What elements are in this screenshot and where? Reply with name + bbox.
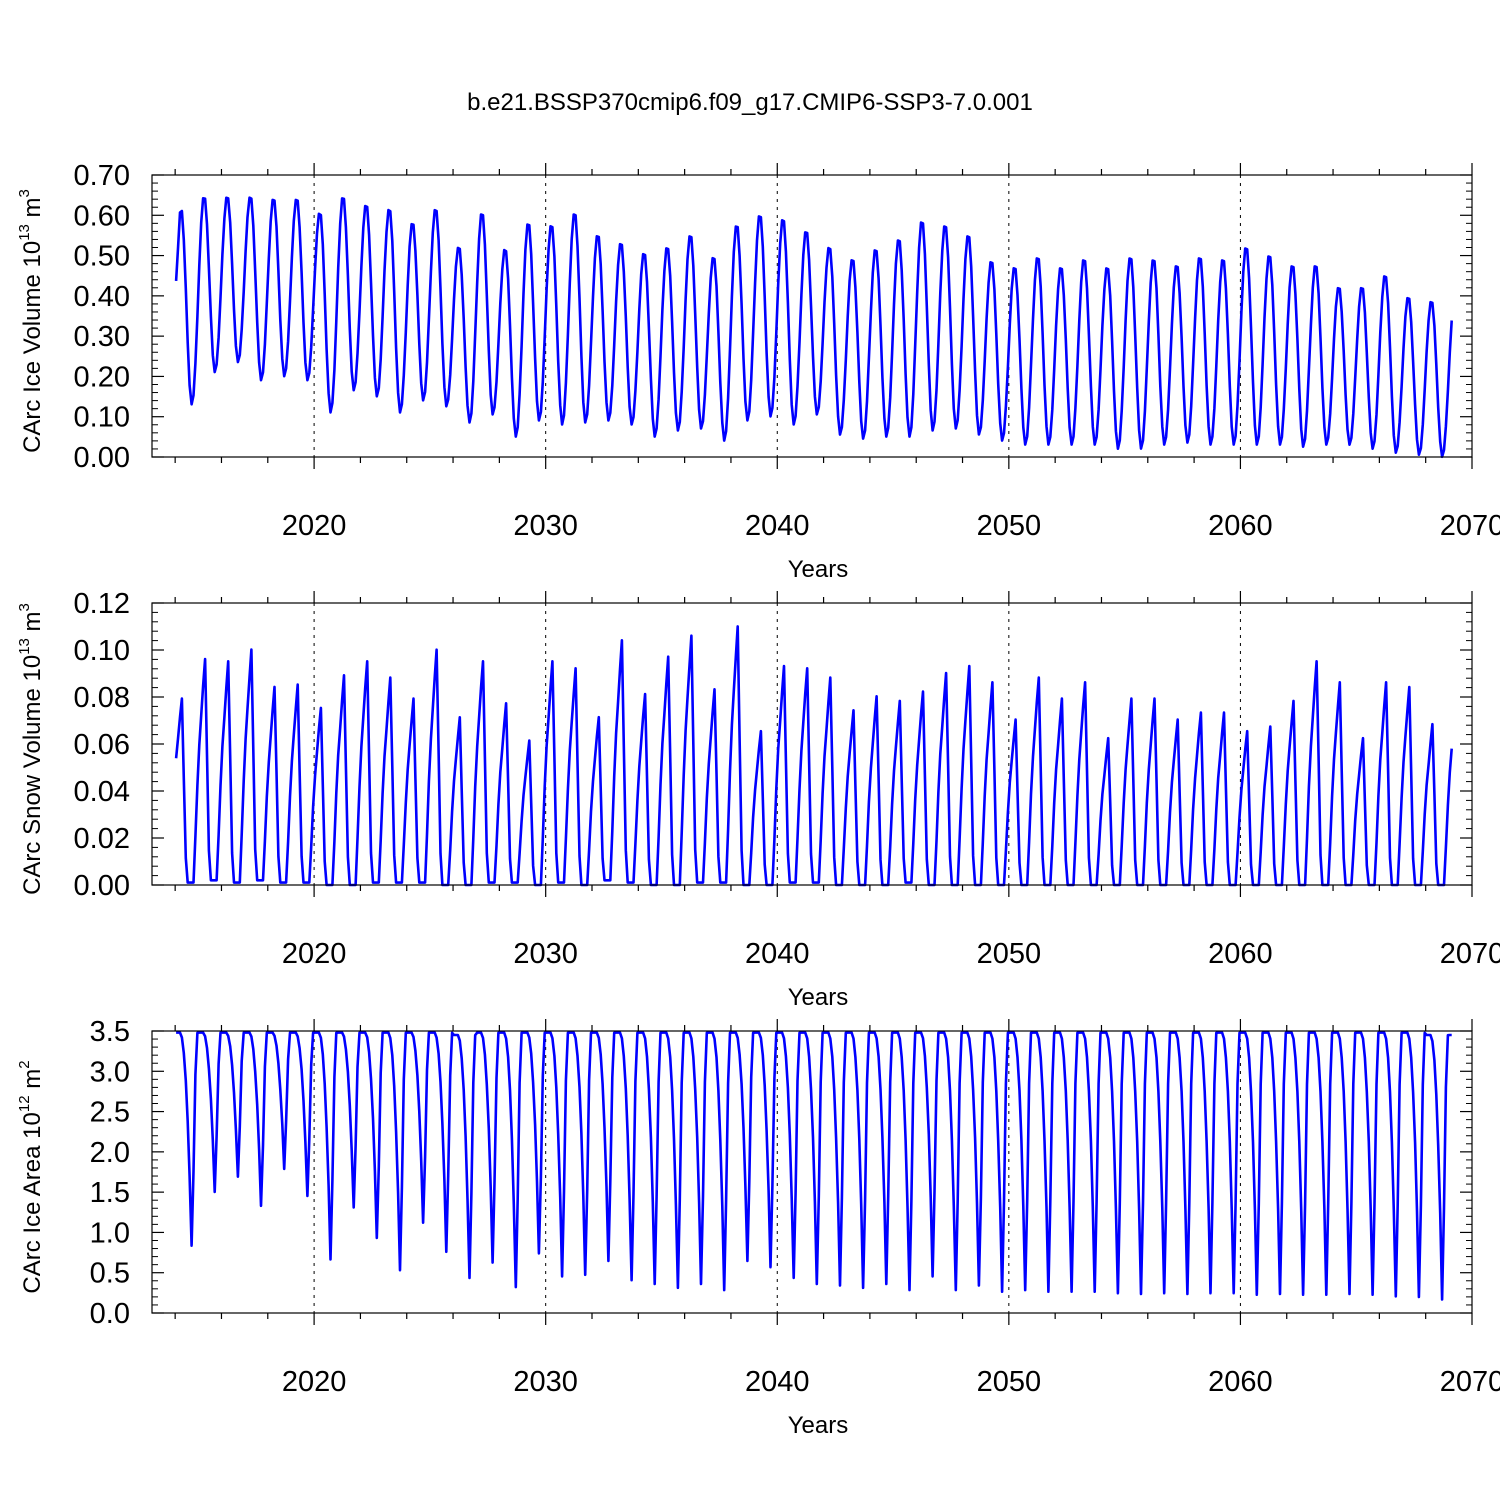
y-axis-title-main: CArc Ice Volume 10 <box>19 241 46 453</box>
x-tick-label-2020: 2020 <box>282 938 347 970</box>
y-axis-title-unit-exponent: 2 <box>16 1060 33 1068</box>
y-tick-label-2.5: 2.5 <box>90 1097 130 1129</box>
y-axis-title-exponent: 12 <box>16 1095 33 1112</box>
y-axis-title-exponent: 13 <box>16 224 33 241</box>
x-tick-label-2060: 2060 <box>1208 938 1273 970</box>
y-axis-title-exponent: 13 <box>16 638 33 655</box>
y-tick-label-0.50: 0.50 <box>74 241 130 273</box>
x-tick-label-2070: 2070 <box>1440 1366 1500 1398</box>
plot-frame <box>151 1030 1473 1314</box>
series-line-ice-volume <box>174 196 1453 459</box>
x-tick-label-2030: 2030 <box>513 938 578 970</box>
series-line-ice-area <box>176 1031 1452 1301</box>
y-tick-label-0.0: 0.0 <box>90 1298 130 1330</box>
y-axis-title-main: CArc Snow Volume 10 <box>19 655 46 895</box>
y-tick-label-0.20: 0.20 <box>74 361 130 393</box>
x-tick-label-2030: 2030 <box>513 1366 578 1398</box>
plot-frame <box>151 174 1473 458</box>
x-tick-label-2070: 2070 <box>1440 938 1500 970</box>
y-axis-title-main: CArc Ice Area 10 <box>19 1112 46 1293</box>
y-tick-label-0.10: 0.10 <box>74 635 130 667</box>
panel-ice-volume: 2020 2030 2040 2050 2060 2070 0.00 0.10 0.20 0.30… <box>16 160 1500 583</box>
x-tick-label-2040: 2040 <box>745 1366 810 1398</box>
x-tick-label-2070: 2070 <box>1440 510 1500 542</box>
panel-snow-volume: 2020 2030 2040 2050 2060 2070 0.00 0.02 0.04 0.06… <box>16 588 1500 1011</box>
y-tick-label-3.0: 3.0 <box>90 1056 130 1088</box>
figure-title: b.e21.BSSP370cmip6.f09_g17.CMIP6-SSP3-7.… <box>467 89 1033 116</box>
y-axis-title: CArc Snow Volume 1013 m3 <box>16 603 46 895</box>
y-axis-title: CArc Ice Area 1012 m2 <box>16 1060 46 1293</box>
y-axis-title-unit: m <box>19 197 46 224</box>
series-line-snow-volume <box>174 625 1453 887</box>
y-tick-label-1.5: 1.5 <box>90 1177 130 1209</box>
y-tick-label-0.04: 0.04 <box>74 776 130 808</box>
x-axis-title: Years <box>788 556 849 583</box>
x-tick-label-2050: 2050 <box>977 510 1042 542</box>
y-tick-label-2.0: 2.0 <box>90 1137 130 1169</box>
x-tick-label-2060: 2060 <box>1208 510 1273 542</box>
y-tick-label-0.10: 0.10 <box>74 402 130 434</box>
y-tick-label-0.06: 0.06 <box>74 729 130 761</box>
x-tick-label-2060: 2060 <box>1208 1366 1273 1398</box>
panel-ice-area: 2020 2030 2040 2050 2060 2070 0.0 0.5 1.0 1.5 2.0 2… <box>16 1016 1500 1439</box>
y-axis-title-unit: m <box>19 611 46 638</box>
x-tick-label-2020: 2020 <box>282 510 347 542</box>
y-tick-label-0.02: 0.02 <box>74 823 130 855</box>
y-tick-label-0.30: 0.30 <box>74 321 130 353</box>
x-tick-label-2040: 2040 <box>745 510 810 542</box>
y-tick-label-1.0: 1.0 <box>90 1217 130 1249</box>
y-axis-title-unit: m <box>19 1069 46 1096</box>
y-tick-label-0.60: 0.60 <box>74 200 130 232</box>
x-tick-label-2050: 2050 <box>977 1366 1042 1398</box>
x-tick-label-2030: 2030 <box>513 510 578 542</box>
y-tick-label-0.70: 0.70 <box>74 160 130 192</box>
y-axis-title-unit-exponent: 3 <box>16 603 33 611</box>
y-tick-label-0.08: 0.08 <box>74 682 130 714</box>
y-tick-label-0.00: 0.00 <box>74 870 130 902</box>
y-tick-label-0.00: 0.00 <box>74 442 130 474</box>
y-tick-label-0.5: 0.5 <box>90 1258 130 1290</box>
y-tick-label-3.5: 3.5 <box>90 1016 130 1048</box>
x-axis-title: Years <box>788 984 849 1011</box>
y-axis-title: CArc Ice Volume 1013 m3 <box>16 189 46 453</box>
x-tick-label-2050: 2050 <box>977 938 1042 970</box>
x-axis-title: Years <box>788 1412 849 1439</box>
y-tick-label-0.40: 0.40 <box>74 281 130 313</box>
x-tick-label-2040: 2040 <box>745 938 810 970</box>
y-axis-title-unit-exponent: 3 <box>16 189 33 197</box>
y-tick-label-0.12: 0.12 <box>74 588 130 620</box>
x-tick-label-2020: 2020 <box>282 1366 347 1398</box>
